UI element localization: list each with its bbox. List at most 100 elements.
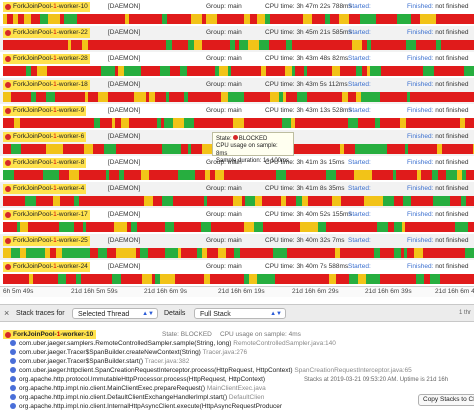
stack-frame[interactable]: org.apache.http.protocol.ImmutableHttpPr… [0,375,474,384]
thread-row[interactable]: ForkJoinPool-1-worker-9 [DAEMON] Group: ma… [0,104,474,130]
details-select[interactable]: Full Stack ▲▼ [194,308,286,319]
state-segment [408,66,417,76]
state-segment [49,196,53,206]
thread-name[interactable]: ForkJoinPool-1-worker-17 [3,210,90,220]
state-segment [129,14,140,24]
thread-name[interactable]: ForkJoinPool-1-worker-9 [3,106,87,116]
stack-frame-source[interactable]: DefaultClien [228,394,265,401]
thread-timeline-list[interactable]: ForkJoinPool-1-worker-10 [DAEMON] Group: m… [0,0,474,286]
thread-scope-select[interactable]: Selected Thread ▲▼ [72,308,158,319]
thread-row[interactable]: ForkJoinPool-1-worker-25 [DAEMON] Group: m… [0,234,474,260]
state-segment [356,92,361,102]
stack-frame[interactable]: org.apache.http.impl.nio.client.Internal… [0,402,474,411]
thread-row[interactable]: ForkJoinPool-1-worker-22 [DAEMON] Group: m… [0,26,474,52]
stack-frame-source[interactable]: MainClientExec.java [206,385,266,392]
state-segment [371,144,381,154]
thread-state-bar[interactable] [3,196,474,206]
thread-row[interactable]: ForkJoinPool-1-worker-8 [DAEMON] Group: ma… [0,156,474,182]
group-value: main [227,211,242,218]
state-segment [280,248,287,258]
state-segment [335,14,339,24]
stack-frame-method[interactable]: org.apache.http.impl.nio.client.DefaultC… [19,394,228,401]
state-segment [64,14,69,24]
close-icon[interactable]: × [4,308,10,318]
stack-frame-source[interactable]: SpanCreationRequestInterceptor.java:65 [294,367,412,374]
thread-row[interactable]: ForkJoinPool-1-worker-10 [DAEMON] Group: m… [0,0,474,26]
stack-frame-method[interactable]: com.uber.jaeger.Tracer$SpanBuilder.creat… [19,349,201,356]
thread-row[interactable]: ForkJoinPool-1-worker-17 [DAEMON] Group: m… [0,208,474,234]
stack-frame[interactable]: com.uber.jaeger.Tracer$SpanBuilder.creat… [0,348,474,357]
state-segment [204,274,210,284]
state-segment [329,274,336,284]
thread-state-bar[interactable] [3,170,474,180]
state-segment [295,66,304,76]
thread-row[interactable]: ForkJoinPool-1-worker-24 [DAEMON] Group: m… [0,260,474,286]
thread-name[interactable]: ForkJoinPool-1-worker-25 [3,236,90,246]
stack-frame[interactable]: org.apache.http.impl.nio.client.DefaultC… [0,393,474,402]
thread-name[interactable]: ForkJoinPool-1-worker-22 [3,28,90,38]
stack-frame-source[interactable]: Tracer.java:276 [202,349,248,356]
state-segment [245,66,248,76]
state-segment [287,248,298,258]
thread-name[interactable]: ForkJoinPool-1-worker-6 [3,132,87,142]
finished-label: Finished: [407,29,434,36]
thread-state-bar[interactable] [3,118,474,128]
state-segment [451,40,454,50]
stack-frame[interactable]: com.uber.jaeger.samplers.RemoteControlle… [0,339,474,348]
state-segment [262,196,271,206]
thread-row[interactable]: ForkJoinPool-1-worker-18 [DAEMON] Group: m… [0,78,474,104]
thread-state-bar[interactable] [3,66,474,76]
thread-state-bar[interactable] [3,274,474,284]
state-segment [116,144,126,154]
state-segment [383,196,394,206]
state-segment [180,40,185,50]
stack-thread-header[interactable]: ForkJoinPool-1-worker-10 State: BLOCKED … [0,330,474,339]
state-segment [98,248,107,258]
state-segment [299,274,308,284]
state-segment [296,196,302,206]
stack-frame[interactable]: com.uber.jaeger.httpclient.SpanCreationR… [0,366,474,375]
thread-name-highlight: 1 [53,211,57,218]
state-segment [125,14,129,24]
stack-frame-source[interactable]: RemoteControlledSampler.java:140 [233,340,336,347]
thread-row[interactable]: ForkJoinPool-1-worker-28 [DAEMON] Group: m… [0,52,474,78]
stack-frame[interactable]: com.uber.jaeger.Tracer$SpanBuilder.start… [0,357,474,366]
state-segment [329,248,335,258]
stack-frame-method[interactable]: com.uber.jaeger.samplers.RemoteControlle… [19,340,232,347]
thread-name[interactable]: ForkJoinPool-1-worker-10 [3,2,90,12]
stack-frame-source[interactable]: Tracer.java:382 [144,358,190,365]
state-segment [166,274,175,284]
stack-frame-method[interactable]: org.apache.http.protocol.ImmutableHttpPr… [19,376,266,383]
state-segment [111,196,118,206]
thread-name[interactable]: ForkJoinPool-1-worker-24 [3,262,90,272]
thread-state-icon [5,331,11,338]
state-segment [141,170,149,180]
stack-frame-method[interactable]: com.uber.jaeger.Tracer$SpanBuilder.start… [19,358,144,365]
stack-frame-method[interactable]: com.uber.jaeger.httpclient.SpanCreationR… [19,367,293,374]
thread-name[interactable]: ForkJoinPool-1-worker-28 [3,54,90,64]
thread-row[interactable]: ForkJoinPool-1-worker-4 [DAEMON] Group: ma… [0,182,474,208]
cpu-time-value: 3h 40m 7s 588ms [296,263,349,270]
stack-frame-method[interactable]: org.apache.http.impl.nio.client.MainClie… [19,385,206,392]
state-segment [465,248,474,258]
thread-state-bar[interactable] [3,248,474,258]
state-segment [105,274,112,284]
state-segment [71,274,76,284]
state-segment [249,118,255,128]
state-segment [285,66,292,76]
stack-frame[interactable]: org.apache.http.impl.nio.client.MainClie… [0,384,474,393]
state-segment [298,170,308,180]
state-segment [11,222,17,232]
thread-name[interactable]: ForkJoinPool-1-worker-8 [3,158,87,168]
thread-name[interactable]: ForkJoinPool-1-worker-18 [3,80,90,90]
stack-frame-method[interactable]: org.apache.http.impl.nio.client.Internal… [19,403,283,410]
thread-state-bar[interactable] [3,92,474,102]
thread-state-bar[interactable] [3,222,474,232]
state-segment [460,40,469,50]
thread-name[interactable]: ForkJoinPool-1-worker-4 [3,184,87,194]
copy-stacks-button[interactable]: Copy Stacks to Cl [418,394,474,406]
thread-state-bar[interactable] [3,40,474,50]
state-segment [448,222,451,232]
thread-state-bar[interactable] [3,14,474,24]
state-segment [164,118,173,128]
